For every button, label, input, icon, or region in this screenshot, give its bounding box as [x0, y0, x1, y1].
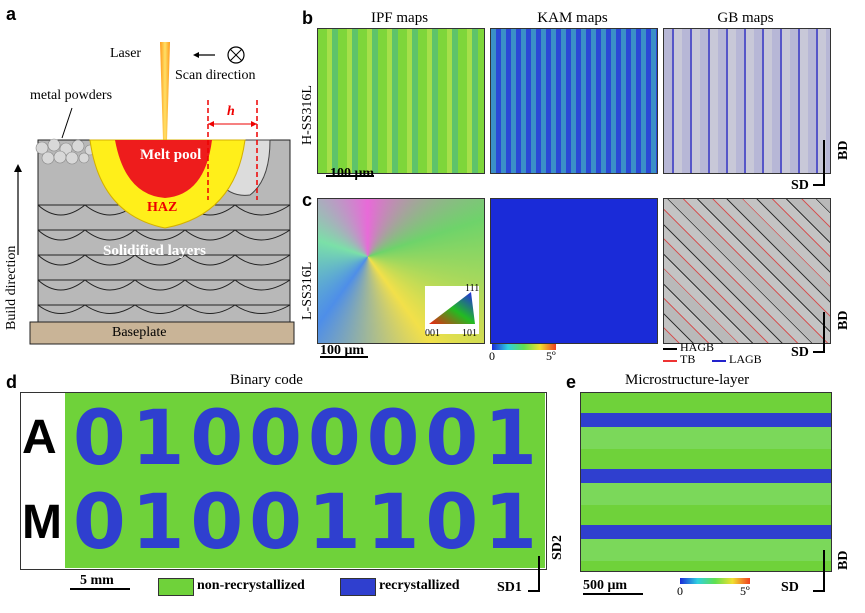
axis-sd-b: SD — [791, 178, 809, 193]
melt-pool-region — [115, 140, 212, 198]
binary-digit: 0 — [249, 393, 303, 482]
binary-digit: 0 — [249, 477, 303, 566]
panel-b-label: b — [302, 8, 313, 28]
scale-bar-c — [320, 356, 368, 358]
hagb-line — [663, 348, 677, 350]
binary-digit: 1 — [484, 477, 538, 566]
binary-digit: 0 — [190, 393, 244, 482]
melt-pool-label: Melt pool — [140, 147, 202, 163]
col-title-ipf: IPF maps — [370, 10, 429, 26]
axis-sd2: SD2 — [550, 535, 565, 560]
binary-digit: 1 — [366, 477, 420, 566]
kam-max-label: 5º — [546, 349, 556, 363]
binary-digit: 0 — [72, 477, 126, 566]
binary-digit: 0 — [307, 393, 361, 482]
scale-bar-d — [70, 588, 130, 590]
axis-bd-b: BD — [836, 140, 851, 160]
binary-digit: 1 — [307, 477, 361, 566]
kam-min-label: 0 — [489, 349, 495, 363]
row-label-l: L-SS316L — [300, 261, 315, 320]
scale-bar-b — [326, 175, 374, 177]
axis-sd2-line — [538, 556, 540, 591]
row-label-h: H-SS316L — [300, 85, 315, 145]
scan-direction-label: Scan direction — [175, 68, 256, 83]
legend-swatch-nonrecryst — [158, 578, 194, 596]
panel-a-label: a — [6, 4, 17, 24]
tb-label: TB — [680, 352, 696, 366]
microstructure-layer-title: Microstructure-layer — [625, 372, 750, 388]
gb-map-l — [663, 198, 831, 344]
binary-digit: 1 — [484, 393, 538, 482]
axis-sd-line-b — [813, 184, 825, 186]
laser-beam — [160, 42, 170, 140]
legend-label-nonrecryst: non-recrystallized — [197, 578, 305, 593]
tb-line — [663, 360, 677, 362]
letter-m: M — [22, 496, 62, 549]
ipf-key-triangle-bg — [425, 286, 479, 334]
binary-digit: 1 — [131, 393, 185, 482]
hagb-label: HAGB — [680, 340, 715, 354]
binary-digit: 0 — [72, 393, 126, 482]
legend-swatch-recryst — [340, 578, 376, 596]
kam-colorbar — [492, 344, 556, 350]
binary-code-title: Binary code — [230, 372, 303, 388]
baseplate-label: Baseplate — [112, 325, 167, 340]
kam-map-h — [490, 28, 658, 174]
ipf-key-101: 101 — [462, 328, 477, 339]
kam-map-l — [490, 198, 658, 344]
axis-sd-e: SD — [781, 580, 799, 595]
scale-label-b: 100 μm — [330, 166, 375, 181]
baseplate-rect — [29, 321, 295, 345]
col-title-gb: GB maps — [717, 10, 774, 26]
h-label: h — [227, 104, 235, 119]
axis-sd1: SD1 — [497, 580, 522, 595]
build-direction-label: Build direction — [4, 245, 19, 330]
kam-colorbar-e — [680, 578, 750, 584]
kam-min-e: 0 — [677, 584, 683, 598]
axis-bd-line-b — [823, 140, 825, 185]
axis-sd-line-c — [813, 351, 825, 353]
ipf-key-triangle — [429, 292, 475, 324]
gb-map-h — [663, 28, 831, 174]
ipf-key-001: 001 — [425, 328, 440, 339]
axis-bd-e: BD — [836, 550, 851, 570]
axis-bd-c: BD — [836, 310, 851, 330]
axis-sd1-line — [528, 590, 540, 592]
binary-code-map — [65, 393, 545, 568]
axis-sd-c: SD — [791, 345, 809, 360]
binary-digit: 0 — [366, 393, 420, 482]
axis-bd-line-e — [823, 550, 825, 592]
legend-label-recryst: recrystallized — [379, 578, 460, 593]
scale-label-c: 100 μm — [320, 343, 365, 358]
binary-digit: 0 — [190, 477, 244, 566]
kam-max-e: 5º — [740, 584, 750, 598]
letter-a: A — [22, 411, 57, 464]
metal-powders-label: metal powders — [30, 88, 113, 103]
binary-digit: 1 — [131, 477, 185, 566]
ipf-map-h — [317, 28, 485, 174]
ipf-key-111: 111 — [465, 283, 480, 294]
axis-bd-line-c — [823, 312, 825, 352]
panel-e-label: e — [566, 372, 577, 392]
panel-c-label: c — [302, 190, 313, 210]
laser-label: Laser — [110, 46, 142, 61]
lagb-line — [712, 360, 726, 362]
metal-powder-particles — [35, 138, 96, 165]
panel-d-label: d — [6, 372, 17, 392]
haz-label: HAZ — [147, 200, 178, 215]
scale-bar-e — [583, 593, 643, 595]
microstructure-layer-map — [580, 392, 832, 572]
col-title-kam: KAM maps — [537, 10, 608, 26]
am-schematic — [14, 42, 295, 345]
binary-digit: 0 — [425, 477, 479, 566]
binary-digit: 0 — [425, 393, 479, 482]
solidified-layers-label: Solidified layers — [103, 243, 206, 259]
axis-sd-line-e — [813, 590, 825, 592]
scale-label-d: 5 mm — [80, 573, 114, 588]
lagb-label: LAGB — [729, 352, 762, 366]
scale-label-e: 500 μm — [583, 578, 628, 593]
